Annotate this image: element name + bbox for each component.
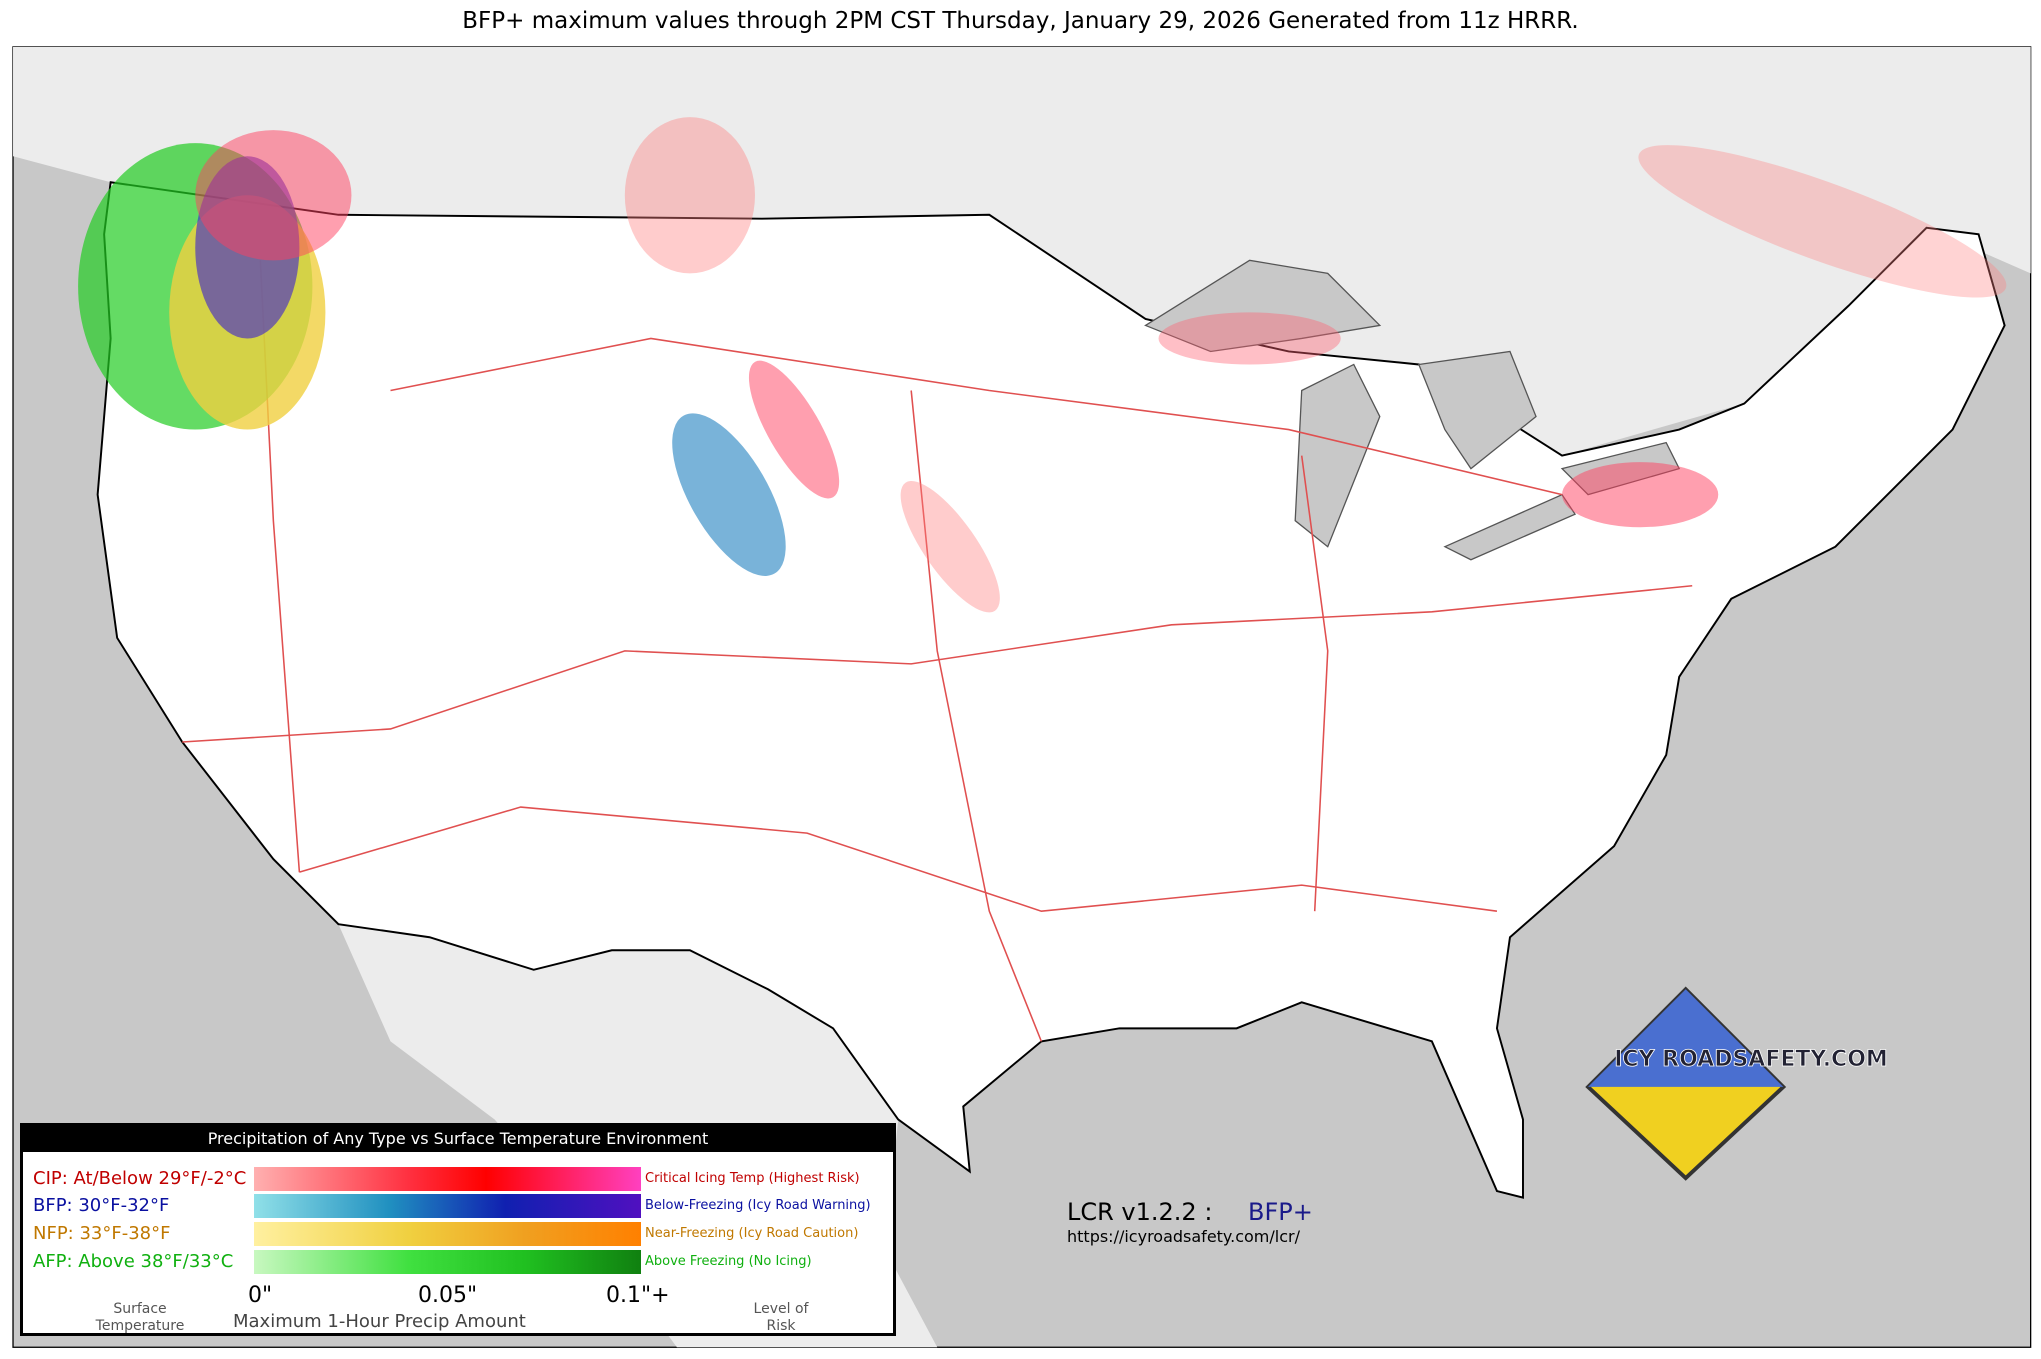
scale-label: 0" xyxy=(248,1283,273,1308)
map-layer xyxy=(12,46,2032,1348)
legend-bar xyxy=(254,1167,641,1191)
legend: Precipitation of Any Type vs Surface Tem… xyxy=(20,1123,896,1336)
canada xyxy=(13,46,2031,456)
legend-description: Below-Freezing (Icy Road Warning) xyxy=(645,1198,871,1213)
legend-description: Critical Icing Temp (Highest Risk) xyxy=(645,1171,860,1186)
legend-bar xyxy=(254,1250,641,1274)
legend-description: Above Freezing (No Icing) xyxy=(645,1254,812,1269)
legend-bar xyxy=(254,1194,641,1218)
precip-areas xyxy=(78,117,2007,613)
legend-category: BFP: 30°F-32°F xyxy=(33,1195,170,1216)
legend-category: NFP: 33°F-38°F xyxy=(33,1223,171,1244)
legend-bar xyxy=(254,1222,641,1246)
scale-title: Maximum 1-Hour Precip Amount xyxy=(233,1311,526,1332)
left-label: Surface Temperature xyxy=(95,1301,185,1334)
logo-text: ICY ROADSAFETY.COM xyxy=(1614,1047,1888,1072)
usa xyxy=(96,181,2006,1199)
logo-diamond xyxy=(1585,986,1787,1181)
right-label: Level of Risk xyxy=(753,1301,809,1334)
scale-label: 0.05" xyxy=(418,1283,478,1308)
scale-label: 0.1"+ xyxy=(606,1283,670,1308)
legend-category: CIP: At/Below 29°F/-2°C xyxy=(33,1168,247,1189)
url: https://icyroadsafety.com/lcr/ xyxy=(1067,1227,1301,1246)
product: BFP+ xyxy=(1248,1198,1313,1226)
legend-header: Precipitation of Any Type vs Surface Tem… xyxy=(23,1126,893,1152)
map-title: BFP+ maximum values through 2PM CST Thur… xyxy=(462,8,1579,34)
legend-description: Near-Freezing (Icy Road Caution) xyxy=(645,1226,859,1241)
version: LCR v1.2.2 : xyxy=(1067,1198,1212,1226)
legend-category: AFP: Above 38°F/33°C xyxy=(33,1251,234,1272)
